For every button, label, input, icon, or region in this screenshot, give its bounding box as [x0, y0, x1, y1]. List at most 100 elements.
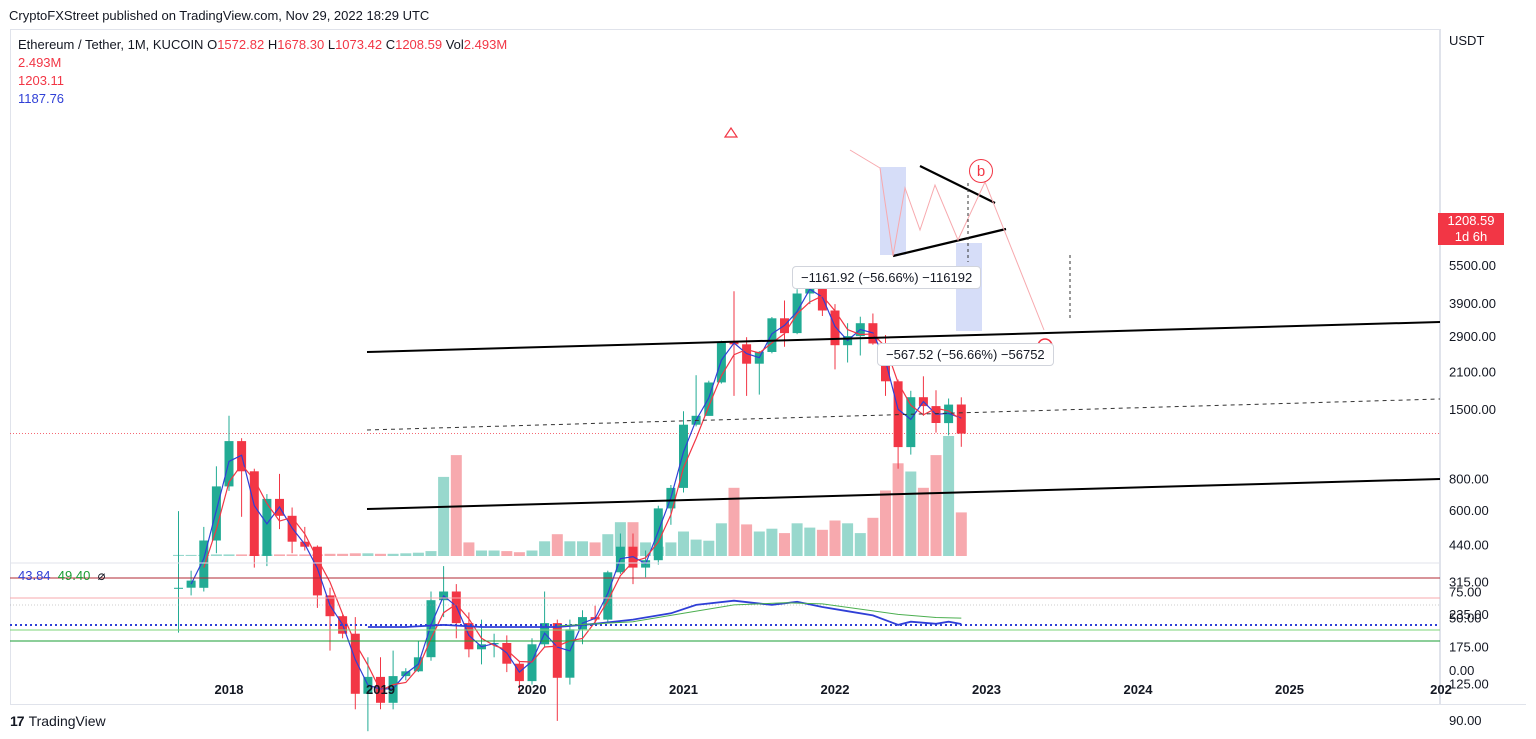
volume-bar [476, 550, 487, 556]
time-ticks: 2018 2019 2020 2021 2022 2023 2024 2025 202 [215, 682, 1452, 697]
triangle-upper-line [919, 165, 996, 204]
candle-body [956, 404, 966, 434]
rsi-tick: 0.00 [1449, 663, 1474, 678]
candle-body [174, 587, 183, 589]
rsi-tick: 50.00 [1449, 611, 1482, 626]
drawings-under [880, 167, 982, 331]
candle-body [249, 471, 259, 556]
price-tick: 5500.00 [1449, 258, 1496, 273]
ma-value-red: 1203.11 [18, 73, 65, 88]
volume-bar [513, 552, 525, 556]
time-axis-border [10, 704, 1526, 705]
volume-bar [791, 523, 803, 556]
price-tick: 3900.00 [1449, 296, 1496, 311]
currency-label: USDT [1449, 33, 1485, 48]
rsi-ticks: 75.00 50.00 0.00 [1449, 584, 1482, 678]
volume-bar [501, 551, 513, 556]
trendline-mid-dashed [366, 398, 1441, 431]
volume-bars [173, 436, 967, 556]
price-tick: 125.00 [1449, 677, 1489, 692]
high-value: 1678.30 [277, 37, 325, 52]
high-label: H [267, 37, 278, 52]
volume-indicator-value: 2.493M [18, 55, 62, 70]
trendline-lower [366, 478, 1441, 510]
volume-bar [589, 542, 601, 556]
candle-body [830, 310, 840, 346]
time-tick: 2018 [215, 682, 244, 697]
volume-bar [955, 512, 967, 556]
volume-bar [867, 517, 879, 556]
open-label: O [207, 37, 218, 52]
volume-bar [905, 471, 917, 556]
volume-bar [324, 553, 336, 556]
volume-bar [917, 487, 929, 556]
measure-label-top[interactable]: −1161.92 (−56.66%) −116192 [792, 266, 982, 289]
candle-body [350, 633, 360, 694]
candle-body [552, 623, 562, 678]
low-label: L [327, 37, 336, 52]
volume-bar [539, 541, 551, 556]
volume-bar [223, 554, 235, 556]
volume-bar [274, 554, 285, 556]
ma-line-red [203, 295, 962, 692]
candle-body [653, 508, 663, 561]
volume-bar [766, 528, 778, 556]
volume-bar [602, 534, 614, 556]
volume-bar [753, 531, 765, 556]
volume-bar [425, 551, 437, 556]
rsi-tick: 75.00 [1449, 584, 1482, 599]
volume-bar [703, 540, 715, 556]
tradingview-logo[interactable]: 17 TradingView [10, 713, 106, 729]
ma-value-blue: 1187.76 [18, 91, 65, 106]
chart-frame [10, 29, 1440, 704]
volume-bar [286, 554, 298, 556]
volume-bar [943, 436, 955, 556]
volume-bar [337, 553, 349, 556]
drawings [366, 126, 1441, 510]
last-price: 1208.59 [1447, 213, 1495, 228]
volume-bar [210, 554, 222, 556]
last-price-tag: 1208.59 1d 6h [1438, 213, 1504, 245]
volume-bar [690, 539, 702, 556]
elliott-wave-b-label[interactable]: b [969, 159, 993, 183]
price-tick: 2900.00 [1449, 329, 1496, 344]
ma-line-blue [190, 288, 962, 690]
rsi-pane [10, 562, 1440, 642]
volume-bar [412, 552, 424, 556]
volume-bar [665, 542, 677, 556]
volume-bar [842, 523, 854, 556]
rsi-legend: 43.84 49.40 ⌀ [18, 568, 105, 584]
projection-path-start [849, 149, 881, 169]
time-tick: 2020 [518, 682, 547, 697]
close-label: C [385, 37, 396, 52]
price-tick: 440.00 [1449, 537, 1489, 552]
volume-value: 2.493M [463, 37, 508, 52]
price-tick: 1500.00 [1449, 402, 1496, 417]
volume-bar [804, 527, 816, 556]
open-value: 1572.82 [217, 37, 265, 52]
candle-body [679, 424, 688, 488]
candle-body [262, 498, 272, 556]
chart-legend: Ethereum / Tether, 1M, KUCOIN O1572.82 H… [18, 36, 507, 108]
volume-bar [551, 534, 563, 556]
rsi-value: 43.84 [18, 568, 51, 583]
low-value: 1073.42 [335, 37, 383, 52]
volume-bar [779, 533, 790, 556]
time-tick: 2023 [972, 682, 1001, 697]
candle-body [565, 629, 575, 678]
measure-label-bottom[interactable]: −567.52 (−56.66%) −56752 [877, 343, 1054, 366]
symbol-title: Ethereum / Tether, 1M, KUCOIN [18, 37, 204, 52]
volume-bar [678, 531, 689, 556]
tradingview-icon: 17 [10, 713, 25, 729]
time-tick: 202 [1430, 682, 1452, 697]
volume-bar [930, 455, 942, 556]
candle-body [603, 572, 613, 620]
volume-bar [728, 487, 740, 556]
volume-bar [349, 553, 361, 556]
price-ticks: 5500.00 3900.00 2900.00 2100.00 1500.00 800.0… [1449, 258, 1496, 728]
projection-box-1 [880, 167, 906, 255]
volume-bar [362, 553, 374, 556]
candle-body [211, 486, 221, 541]
volume-bar [387, 553, 399, 556]
